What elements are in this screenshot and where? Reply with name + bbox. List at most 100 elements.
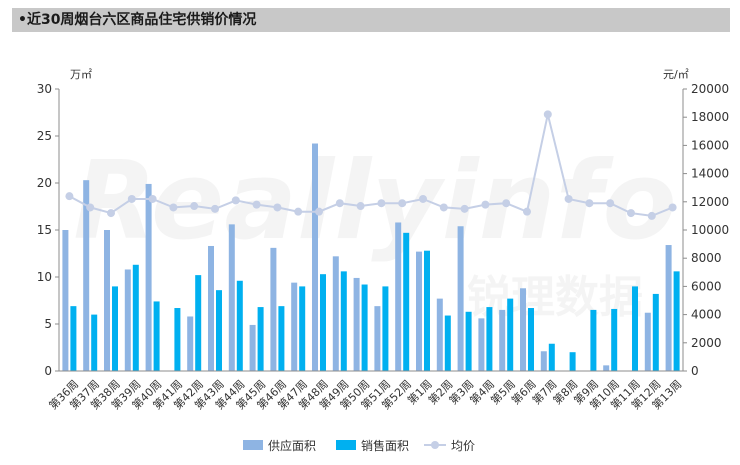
legend-supply-label: 供应面积 bbox=[268, 438, 316, 453]
supply-bar bbox=[332, 256, 339, 371]
right-tick-label: 16000 bbox=[691, 138, 729, 152]
sales-bar bbox=[569, 352, 576, 371]
sales-bar bbox=[444, 315, 451, 371]
price-point bbox=[439, 203, 448, 212]
legend-supply-swatch bbox=[243, 440, 263, 450]
supply-bar bbox=[104, 230, 110, 371]
supply-bar bbox=[83, 180, 90, 371]
price-point bbox=[502, 199, 511, 208]
price-point bbox=[273, 203, 282, 212]
axes bbox=[58, 89, 684, 372]
sales-bar bbox=[320, 274, 326, 371]
supply-bar bbox=[124, 269, 131, 371]
supply-bar bbox=[644, 312, 651, 371]
sales-bar bbox=[236, 280, 243, 371]
left-tick-label: 0 bbox=[44, 364, 52, 378]
price-point bbox=[65, 192, 74, 201]
sales-bar bbox=[528, 308, 534, 371]
supply-bar bbox=[520, 288, 526, 371]
sales-bar bbox=[153, 301, 160, 371]
supply-bar bbox=[145, 183, 152, 371]
legend-price-marker bbox=[431, 441, 439, 449]
right-tick-label: 14000 bbox=[691, 167, 729, 181]
price-point bbox=[190, 202, 199, 211]
right-tick-label: 4000 bbox=[691, 308, 722, 322]
sales-bar bbox=[257, 307, 264, 371]
right-tick-label: 20000 bbox=[691, 82, 729, 96]
sales-bar bbox=[382, 286, 389, 371]
supply-bar bbox=[187, 316, 194, 371]
right-tick-label: 12000 bbox=[691, 195, 729, 209]
sales-bar bbox=[91, 314, 98, 371]
left-tick-label: 10 bbox=[37, 270, 52, 284]
sales-bar bbox=[174, 308, 181, 371]
right-axis-unit: 元/㎡ bbox=[663, 68, 689, 81]
supply-bar bbox=[353, 277, 360, 371]
right-tick-label: 8000 bbox=[691, 251, 722, 265]
price-line bbox=[65, 110, 677, 220]
price-point bbox=[460, 204, 469, 213]
sales-bar bbox=[548, 343, 555, 371]
sales-bar bbox=[216, 290, 222, 371]
price-point bbox=[627, 209, 635, 218]
left-tick-label: 25 bbox=[37, 129, 52, 143]
left-tick-label: 30 bbox=[37, 82, 52, 96]
price-point bbox=[647, 211, 656, 220]
left-tick-label: 5 bbox=[44, 317, 52, 331]
price-point bbox=[86, 203, 95, 212]
supply-bar bbox=[395, 222, 402, 371]
supply-bar bbox=[478, 318, 485, 371]
price-point bbox=[668, 203, 677, 212]
price-point bbox=[231, 196, 240, 205]
sales-bar bbox=[465, 311, 472, 371]
sales-bar bbox=[195, 275, 202, 371]
price-point bbox=[127, 194, 136, 203]
legend: 供应面积 销售面积 均价 bbox=[243, 438, 475, 453]
left-axis-unit: 万㎡ bbox=[70, 68, 92, 81]
price-point bbox=[211, 204, 219, 213]
sales-bar bbox=[590, 309, 597, 371]
supply-bar bbox=[270, 247, 277, 371]
bars bbox=[62, 143, 680, 371]
price-point bbox=[335, 199, 344, 208]
sales-bar bbox=[299, 286, 306, 371]
supply-bar bbox=[228, 224, 235, 371]
sales-bar bbox=[652, 293, 659, 371]
sales-bar bbox=[70, 306, 77, 371]
supply-bar bbox=[416, 251, 422, 371]
left-tick-label: 20 bbox=[37, 176, 52, 190]
supply-bar bbox=[665, 245, 672, 371]
right-tick-label: 10000 bbox=[691, 223, 729, 237]
right-axis-ticks: 0 2000 4000 6000 8000 10000 12000 14000 16000 180… bbox=[683, 82, 729, 378]
right-tick-label: 2000 bbox=[691, 336, 722, 350]
sales-bar bbox=[132, 264, 139, 371]
price-point bbox=[107, 209, 115, 218]
sales-bar bbox=[486, 307, 493, 371]
price-point bbox=[481, 200, 490, 209]
supply-bar bbox=[374, 306, 381, 371]
sales-bar bbox=[278, 306, 285, 371]
sales-bar bbox=[340, 271, 347, 371]
legend-price-label: 均价 bbox=[451, 439, 475, 453]
price-point bbox=[419, 194, 427, 203]
chart-title: •近30周烟台六区商品住宅供销价情况 bbox=[18, 12, 257, 28]
sales-bar bbox=[611, 308, 618, 371]
price-point bbox=[543, 110, 552, 119]
price-point bbox=[315, 207, 323, 216]
sales-bar bbox=[507, 298, 514, 371]
supply-bar bbox=[291, 282, 298, 371]
sales-bar bbox=[632, 286, 638, 371]
price-point bbox=[606, 199, 615, 208]
supply-bar bbox=[312, 143, 318, 371]
right-tick-label: 18000 bbox=[691, 110, 729, 124]
supply-bar bbox=[436, 298, 443, 371]
supply-bar bbox=[457, 226, 464, 371]
price-point bbox=[585, 199, 594, 208]
price-point bbox=[252, 200, 261, 209]
right-tick-label: 6000 bbox=[691, 279, 722, 293]
price-point bbox=[398, 199, 407, 208]
supply-bar bbox=[62, 230, 69, 371]
sales-bar bbox=[403, 232, 410, 371]
sales-bar bbox=[424, 250, 430, 371]
